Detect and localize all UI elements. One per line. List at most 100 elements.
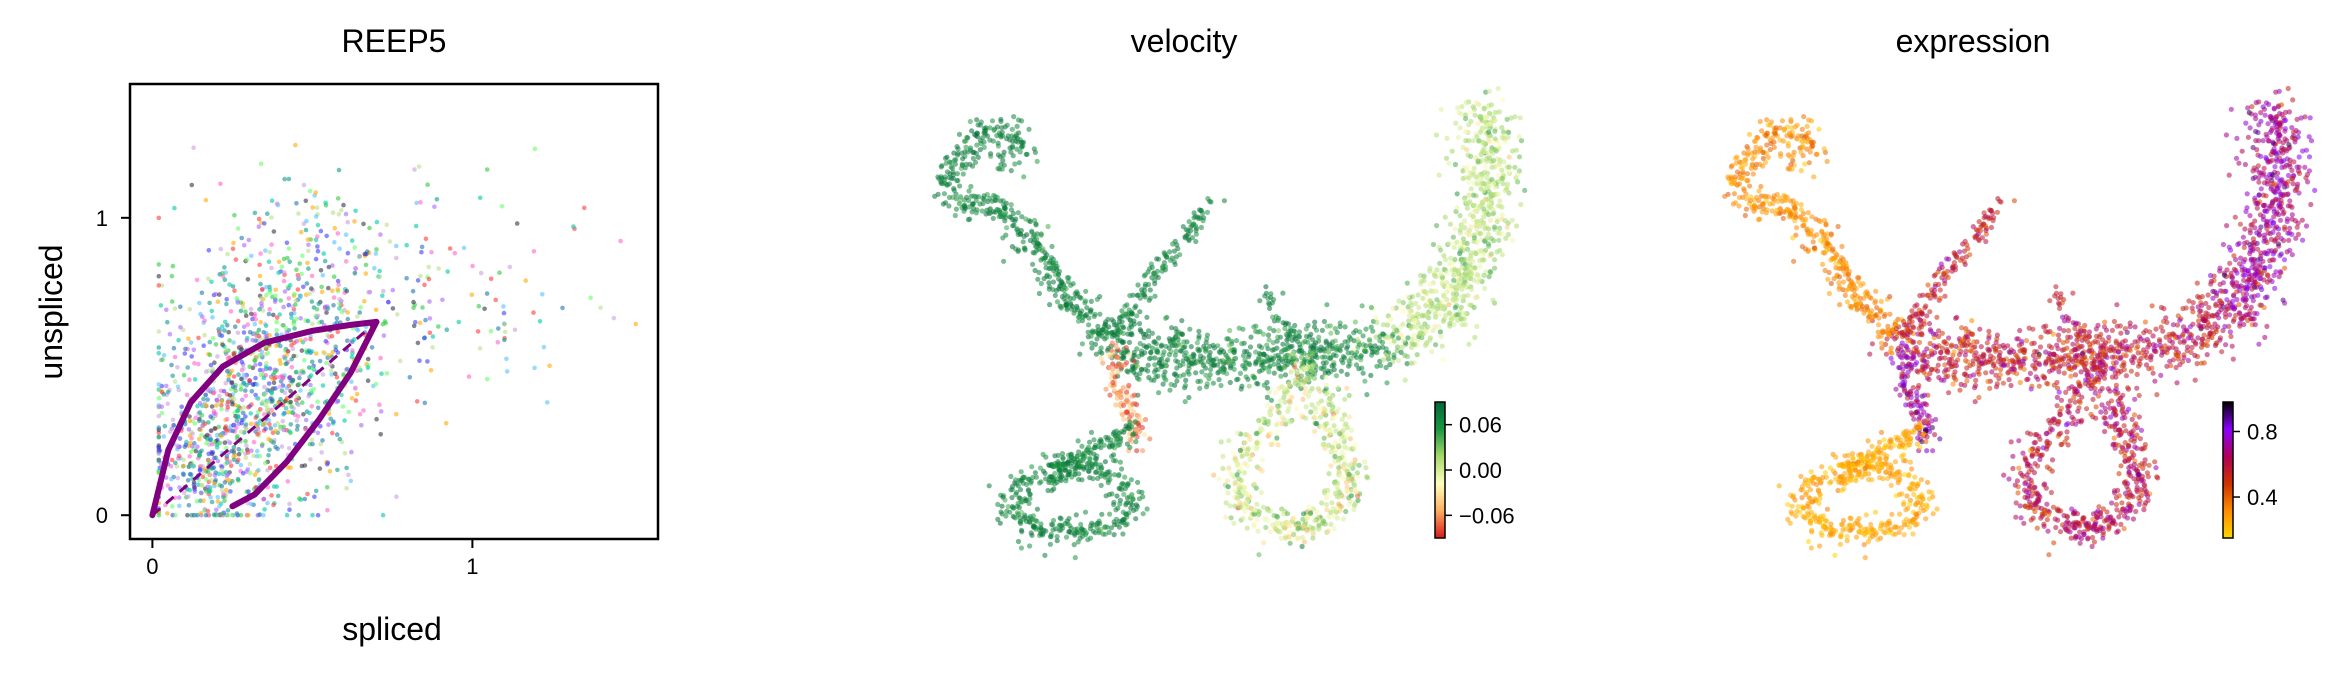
cell-point — [1352, 483, 1358, 489]
scatter-point — [254, 448, 260, 454]
cell-point — [1036, 269, 1042, 276]
cell-point — [1047, 284, 1053, 290]
cell-point — [1251, 375, 1258, 381]
cell-point — [1120, 385, 1126, 391]
cell-point — [1323, 374, 1329, 380]
scatter-point — [358, 305, 364, 310]
cell-point — [1035, 276, 1041, 282]
cell-point — [1013, 477, 1019, 483]
cell-point — [1434, 223, 1440, 229]
scatter-point — [171, 422, 176, 428]
scatter-point — [427, 299, 432, 304]
scatter-point — [319, 319, 325, 325]
cell-point — [2000, 380, 2006, 386]
cell-point — [1346, 358, 1352, 364]
cell-point — [1247, 436, 1253, 442]
cell-point — [974, 117, 980, 123]
scatter-point — [160, 357, 165, 363]
cell-point — [1148, 355, 1154, 361]
cell-point — [1103, 326, 1109, 332]
cell-point — [1131, 392, 1138, 398]
scatter-point — [264, 284, 269, 290]
scatter-point — [204, 403, 209, 409]
scatter-point — [192, 487, 197, 492]
cell-point — [956, 131, 963, 137]
cell-point — [1273, 526, 1279, 532]
scatter-point — [232, 324, 238, 330]
scatter-point — [235, 413, 241, 419]
cell-point — [1442, 214, 1448, 220]
scatter-point — [318, 268, 324, 273]
scatter-point — [330, 288, 335, 294]
scatter-point — [263, 402, 269, 408]
scatter-point — [380, 322, 386, 327]
cell-point — [1111, 329, 1117, 335]
scatter-point — [251, 453, 256, 459]
scatter-point — [334, 375, 340, 380]
cell-point — [1329, 346, 1335, 352]
scatter-point — [233, 388, 238, 394]
cell-point — [1090, 476, 1096, 482]
cell-point — [1063, 534, 1070, 540]
scatter-point — [186, 503, 192, 508]
cell-point — [1469, 286, 1475, 293]
scatter-point — [306, 394, 311, 399]
scatter-point — [297, 496, 302, 501]
cell-point — [1227, 379, 1233, 386]
scatter-point — [207, 472, 213, 477]
cell-point — [1087, 308, 1093, 314]
cell-point — [1245, 491, 1251, 497]
cell-point — [941, 191, 948, 197]
cell-point — [1132, 419, 1139, 425]
scatter-point — [234, 418, 240, 423]
scatter-point — [206, 451, 211, 457]
cell-point — [1148, 377, 1154, 383]
cell-point — [1439, 343, 1445, 349]
scatter-point — [261, 330, 267, 335]
scatter-point — [319, 450, 325, 455]
cell-point — [1471, 277, 1477, 283]
scatter-point — [308, 373, 314, 378]
scatter-point — [156, 215, 162, 221]
cell-point — [1339, 449, 1345, 455]
cell-point — [1310, 369, 1316, 375]
cell-point — [1256, 552, 1262, 558]
cell-point — [1083, 288, 1089, 294]
cell-point — [1251, 523, 1257, 529]
scatter-point — [286, 446, 292, 451]
cell-point — [1257, 298, 1263, 304]
scatter-point — [363, 251, 369, 257]
cell-point — [2312, 187, 2318, 193]
scatter-point — [207, 484, 213, 490]
cell-point — [1479, 157, 1485, 163]
cell-point — [1331, 423, 1337, 429]
cell-point — [1008, 202, 1014, 208]
scatter-point — [287, 507, 292, 512]
cell-point — [1107, 511, 1113, 517]
cell-point — [1277, 529, 1283, 535]
cell-point — [967, 145, 974, 151]
cell-point — [951, 187, 957, 193]
cell-point — [974, 207, 980, 213]
scatter-point — [426, 276, 432, 282]
cell-point — [1034, 506, 1040, 512]
scatter-point — [219, 467, 224, 473]
scatter-point — [294, 418, 300, 423]
cell-point — [1173, 348, 1179, 354]
cell-point — [1307, 374, 1313, 380]
scatter-point — [378, 409, 384, 414]
scatter-point — [324, 485, 330, 490]
scatter-point — [297, 371, 303, 377]
cell-point — [1172, 342, 1178, 348]
cell-point — [1147, 436, 1153, 442]
cell-point — [1086, 322, 1092, 328]
scatter-point — [264, 360, 269, 366]
cell-point — [1253, 349, 1259, 355]
cell-point — [1078, 521, 1084, 528]
scatter-point — [303, 337, 308, 342]
scatter-point — [207, 386, 213, 392]
cell-point — [1087, 535, 1094, 541]
scatter-point — [249, 501, 254, 507]
scatter-point — [220, 342, 225, 348]
cell-point — [1368, 324, 1374, 330]
